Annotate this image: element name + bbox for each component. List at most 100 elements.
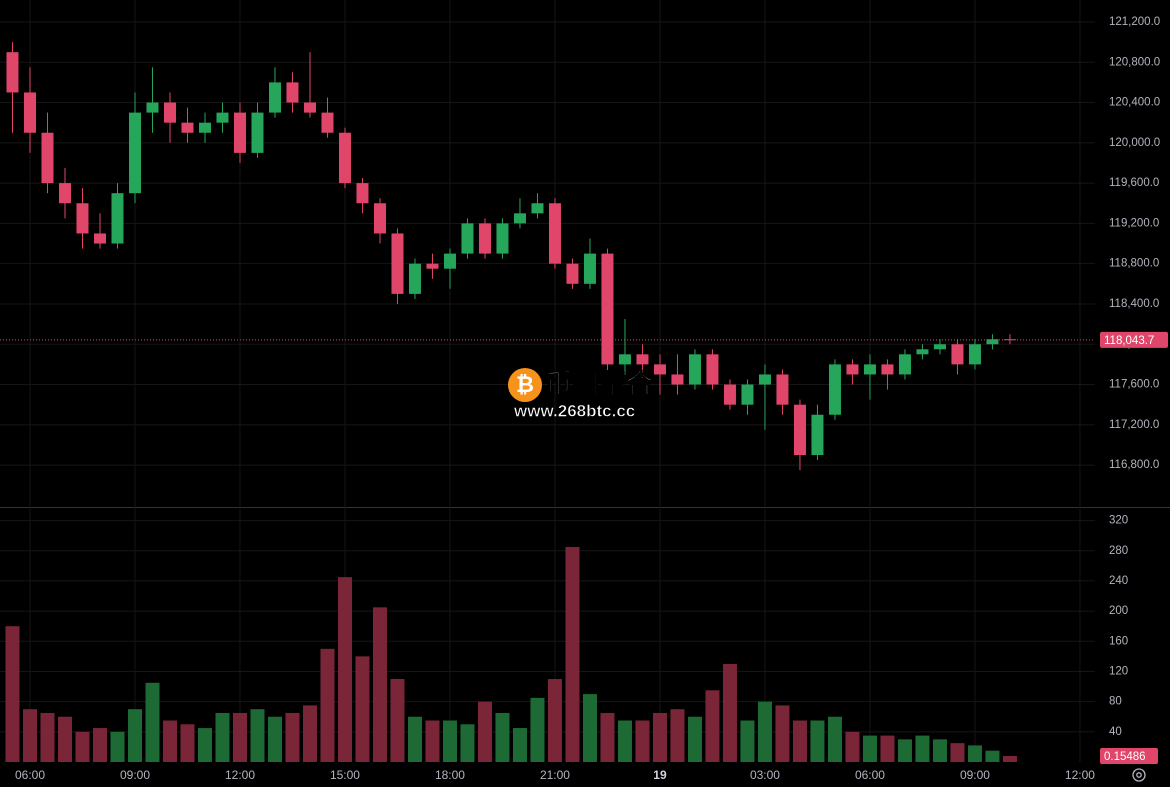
volume-bar <box>57 716 72 762</box>
volume-bar <box>932 739 947 762</box>
x-tick-label: 09:00 <box>120 768 150 782</box>
x-tick-label: 21:00 <box>540 768 570 782</box>
x-tick-label: 15:00 <box>330 768 360 782</box>
x-tick-label: 09:00 <box>960 768 990 782</box>
y-tick-label: 120 <box>1109 665 1128 677</box>
volume-bar <box>792 720 807 762</box>
candle-body <box>968 344 981 365</box>
candle-body <box>828 364 841 415</box>
candle-body <box>58 183 71 204</box>
candle-body <box>706 354 719 385</box>
candle-body <box>758 374 771 385</box>
volume-bar <box>477 701 492 762</box>
volume-bar <box>635 720 650 762</box>
candle-body <box>443 253 456 269</box>
last-volume-label: 0.15486 <box>1104 751 1146 763</box>
y-tick-label: 119,600.0 <box>1109 177 1159 189</box>
y-tick-label: 116,800.0 <box>1109 459 1159 471</box>
candle-body <box>811 414 824 456</box>
volume-bar <box>705 690 720 762</box>
volume-bar <box>512 728 527 762</box>
y-tick-label: 40 <box>1109 726 1122 738</box>
candle-body <box>338 132 351 184</box>
x-tick-label: 12:00 <box>225 768 255 782</box>
y-tick-label: 119,200.0 <box>1109 217 1159 229</box>
candle-body <box>776 374 789 405</box>
volume-bar <box>1002 755 1017 762</box>
candle-body <box>321 112 334 133</box>
candle-body <box>986 339 999 345</box>
candle-body <box>76 203 89 234</box>
volume-bar <box>967 745 982 762</box>
candle-body <box>478 223 491 254</box>
volume-bar <box>162 720 177 762</box>
volume-bar <box>845 731 860 762</box>
candle-body <box>408 263 421 294</box>
watermark-icon: ₿ <box>516 372 534 397</box>
candle-body <box>303 102 316 113</box>
volume-bar <box>897 739 912 762</box>
candle-body <box>6 52 19 93</box>
volume-bar <box>617 720 632 762</box>
watermark-icon-bg <box>508 368 542 402</box>
candle-body <box>496 223 509 254</box>
watermark: ₿ 币圈聚合 www.268btc.cc <box>508 368 654 421</box>
candle-body <box>601 253 614 365</box>
last-price-label: 118,043.7 <box>1104 335 1154 347</box>
volume-bar <box>372 607 387 762</box>
volume-bar <box>740 720 755 762</box>
x-tick-label: 03:00 <box>750 768 780 782</box>
volume-bar <box>862 735 877 762</box>
volume-bar <box>302 705 317 762</box>
volume-bar <box>565 546 580 762</box>
volume-bar <box>495 712 510 762</box>
y-tick-label: 200 <box>1109 605 1128 617</box>
volume-bar <box>337 577 352 762</box>
volume-bar <box>582 694 597 762</box>
y-tick-label: 160 <box>1109 635 1128 647</box>
candle-body <box>251 112 264 153</box>
volume-bar <box>425 720 440 762</box>
volume-bar <box>600 712 615 762</box>
candle-body <box>671 374 684 385</box>
y-tick-label: 120,000.0 <box>1109 137 1160 149</box>
candle-body <box>111 193 124 244</box>
volume-bar <box>757 701 772 762</box>
candle-body <box>741 384 754 405</box>
candle-body <box>461 223 474 254</box>
candle-body <box>548 203 561 264</box>
watermark-url: www.268btc.cc <box>513 401 635 420</box>
volume-bar <box>180 724 195 762</box>
candle-body <box>618 354 631 365</box>
volume-bar <box>250 709 265 762</box>
volume-bar <box>775 705 790 762</box>
volume-bar <box>670 709 685 762</box>
x-tick-label: 06:00 <box>15 768 45 782</box>
y-tick-label: 240 <box>1109 575 1128 587</box>
y-tick-label: 120,400.0 <box>1109 97 1160 109</box>
volume-bar <box>5 626 20 762</box>
volume-bar <box>215 712 230 762</box>
volume-bar <box>827 716 842 762</box>
candle-body <box>723 384 736 405</box>
candle-body <box>688 354 701 385</box>
settings-icon[interactable] <box>1132 768 1146 782</box>
candle-body <box>356 183 369 204</box>
candle-body <box>1003 339 1016 341</box>
volume-bar <box>22 709 37 762</box>
last-price-badge <box>1100 331 1168 348</box>
candle-body <box>513 213 526 224</box>
volume-bar <box>407 716 422 762</box>
y-tick-label: 280 <box>1109 545 1128 557</box>
volume-bar <box>915 735 930 762</box>
x-tick-label: 18:00 <box>435 768 465 782</box>
candle-body <box>373 203 386 234</box>
volume-bar <box>145 682 160 762</box>
volume-bar <box>390 679 405 762</box>
candle-body <box>163 102 176 123</box>
candle-body <box>653 364 666 375</box>
candle-body <box>23 92 36 133</box>
volume-bar <box>92 728 107 762</box>
last-volume-badge <box>1100 748 1158 764</box>
volume-bar <box>442 720 457 762</box>
